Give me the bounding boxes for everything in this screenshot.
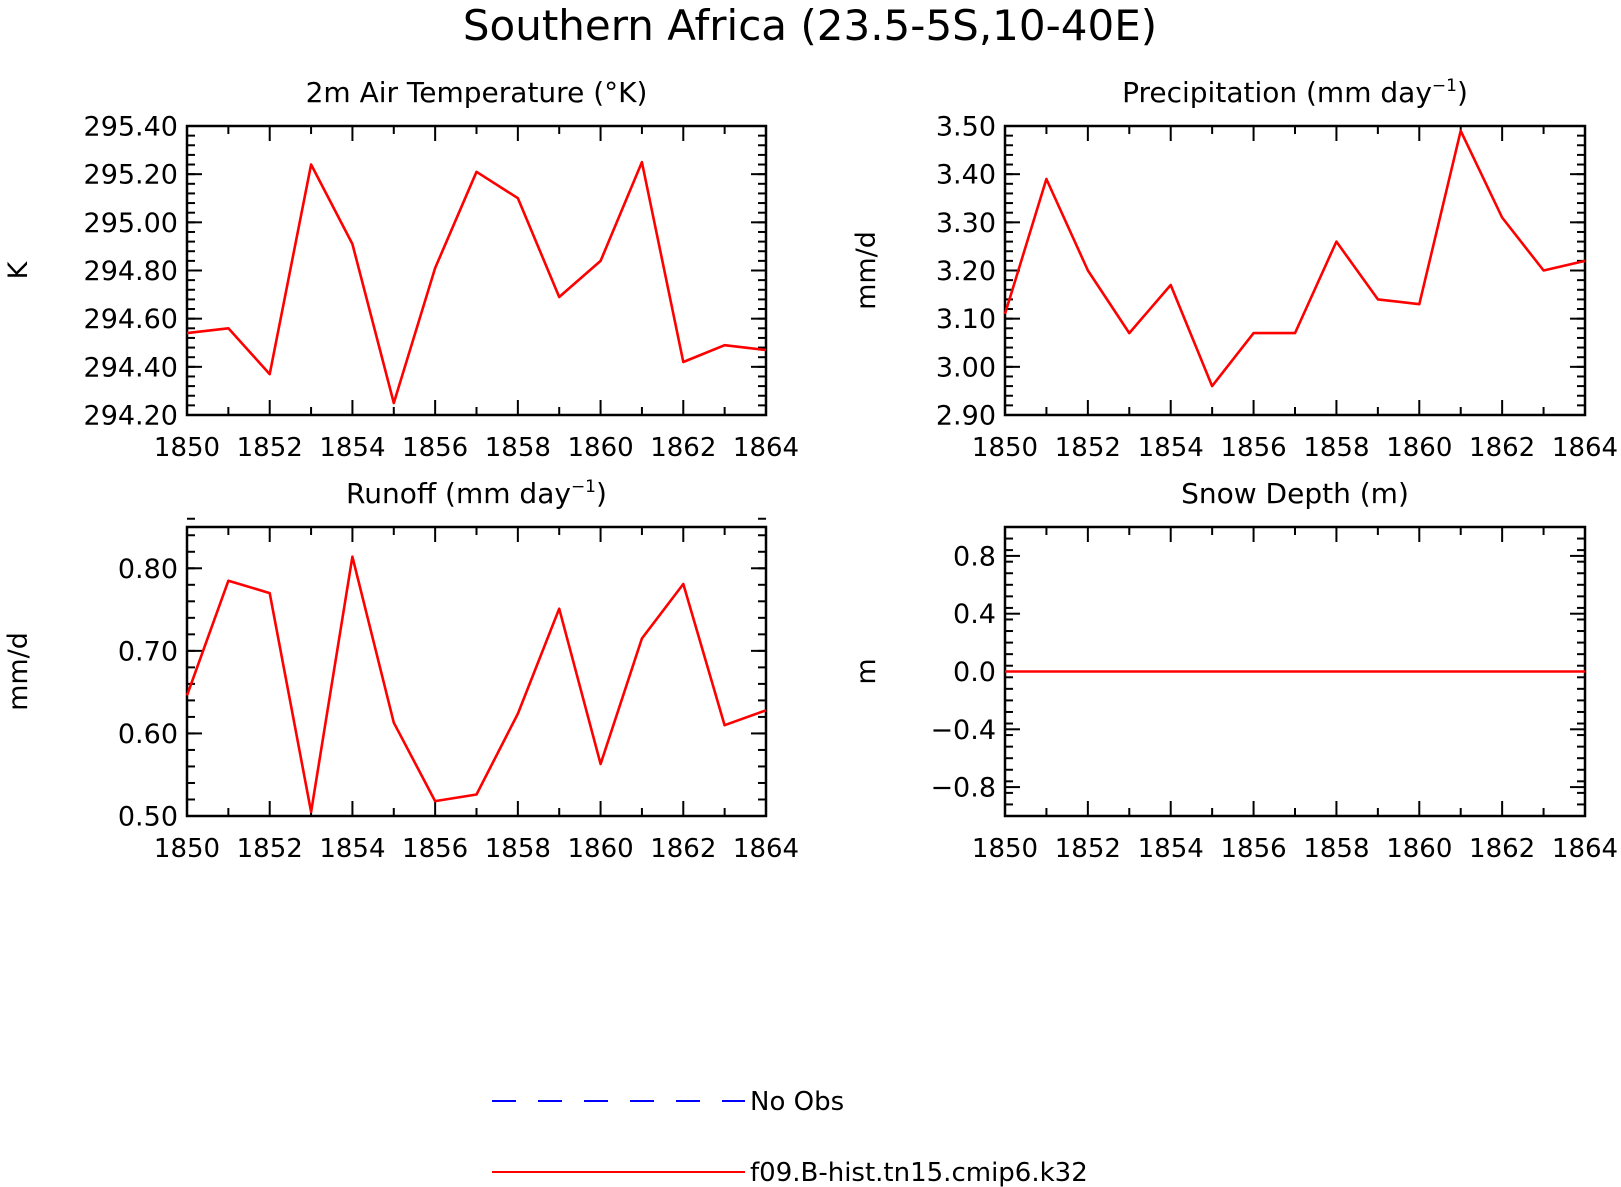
y-axis-label: mm/d [851,231,882,310]
y-tick-label: −0.4 [930,715,996,746]
x-tick-label: 1858 [485,433,551,463]
y-tick-label: 295.00 [84,208,178,239]
y-axis-label: K [3,260,34,279]
plot-frame [185,124,768,417]
figure-title: Southern Africa (23.5-5S,10-40E) [463,1,1157,50]
x-tick-label: 1856 [402,834,468,864]
legend: No Obs f09.B-hist.tn15.cmip6.k32 [492,1087,1088,1187]
y-tick-label: 295.40 [84,112,178,143]
y-axis-label: mm/d [3,632,34,711]
x-tick-label: 1854 [319,433,385,463]
x-tick-label: 1850 [972,433,1038,463]
y-tick-label: 0.70 [118,636,178,667]
x-tick-label: 1860 [1386,433,1452,463]
x-tick-label: 1854 [319,834,385,864]
x-tick-label: 1852 [237,834,303,864]
y-tick-label: 3.40 [936,160,996,191]
x-tick-label: 1864 [733,433,799,463]
x-tick-label: 1862 [650,834,716,864]
x-tick-label: 1858 [485,834,551,864]
y-tick-label: 3.10 [936,304,996,335]
x-tick-label: 1860 [1386,834,1452,864]
x-tick-label: 1852 [1055,834,1121,864]
y-tick-label: 0.80 [118,554,178,585]
x-tick-label: 1856 [402,433,468,463]
x-tick-label: 1864 [1552,433,1618,463]
y-tick-label: 0.50 [118,802,178,833]
x-tick-label: 1864 [733,834,799,864]
series-line-model [186,160,767,405]
y-tick-label: 2.90 [936,401,996,432]
x-tick-label: 1852 [1055,433,1121,463]
panel-title: Snow Depth (m) [1181,477,1409,510]
x-tick-label: 1858 [1303,433,1369,463]
plot-frame [1003,124,1587,417]
x-tick-label: 1854 [1138,433,1204,463]
legend-no-obs-label: No Obs [750,1087,844,1117]
y-tick-label: 294.60 [84,304,178,335]
y-tick-label: 0.8 [953,541,996,572]
y-tick-label: 294.40 [84,352,178,383]
y-tick-label: 3.30 [936,208,996,239]
y-tick-label: 295.20 [84,160,178,191]
legend-model-label: f09.B-hist.tn15.cmip6.k32 [750,1158,1088,1187]
x-tick-label: 1862 [1469,433,1535,463]
plot-frame [185,525,768,818]
y-tick-label: 3.50 [936,112,996,143]
y-tick-label: 294.80 [84,256,178,287]
y-tick-label: 294.20 [84,401,178,432]
y-axis-label: m [851,658,882,684]
panel-title: 2m Air Temperature (°K) [306,76,648,109]
x-tick-label: 1864 [1552,834,1618,864]
panel-4: 1850 1852 1854 1856 1858 1860 1862 1864 −0.8 −0.4… [851,477,1618,864]
x-tick-label: 1860 [567,433,633,463]
panel-title: Runoff (mm day−1) [346,477,607,510]
x-tick-label: 1862 [650,433,716,463]
y-tick-label: 0.60 [118,719,178,750]
x-tick-label: 1860 [567,834,633,864]
series-line-model [185,555,767,814]
y-tick-label: 3.00 [936,352,996,383]
x-tick-label: 1858 [1303,834,1369,864]
x-tick-label: 1850 [972,834,1038,864]
y-tick-label: 3.20 [936,256,996,287]
x-tick-label: 1852 [237,433,303,463]
panel-2: 1850 1852 1854 1856 1858 1860 1862 1864 2.90 3.00… [851,76,1618,463]
series-line-model [1003,129,1586,388]
x-tick-label: 1856 [1220,433,1286,463]
x-tick-label: 1854 [1138,834,1204,864]
x-tick-label: 1862 [1469,834,1535,864]
panel-1: 1850 1852 1854 1856 1858 1860 1862 1864 294.20 29… [3,76,799,463]
y-tick-label: 0.0 [953,657,996,688]
x-tick-label: 1850 [154,834,220,864]
x-tick-label: 1850 [154,433,220,463]
panel-3: 1850 1852 1854 1856 1858 1860 1862 1864 0.50 0.60… [3,477,799,864]
panels: 1850 1852 1854 1856 1858 1860 1862 1864 294.20 29… [3,76,1618,864]
y-tick-label: 0.4 [953,599,996,630]
panel-title: Precipitation (mm day−1) [1122,76,1468,109]
x-tick-label: 1856 [1220,834,1286,864]
y-tick-label: −0.8 [930,773,996,804]
